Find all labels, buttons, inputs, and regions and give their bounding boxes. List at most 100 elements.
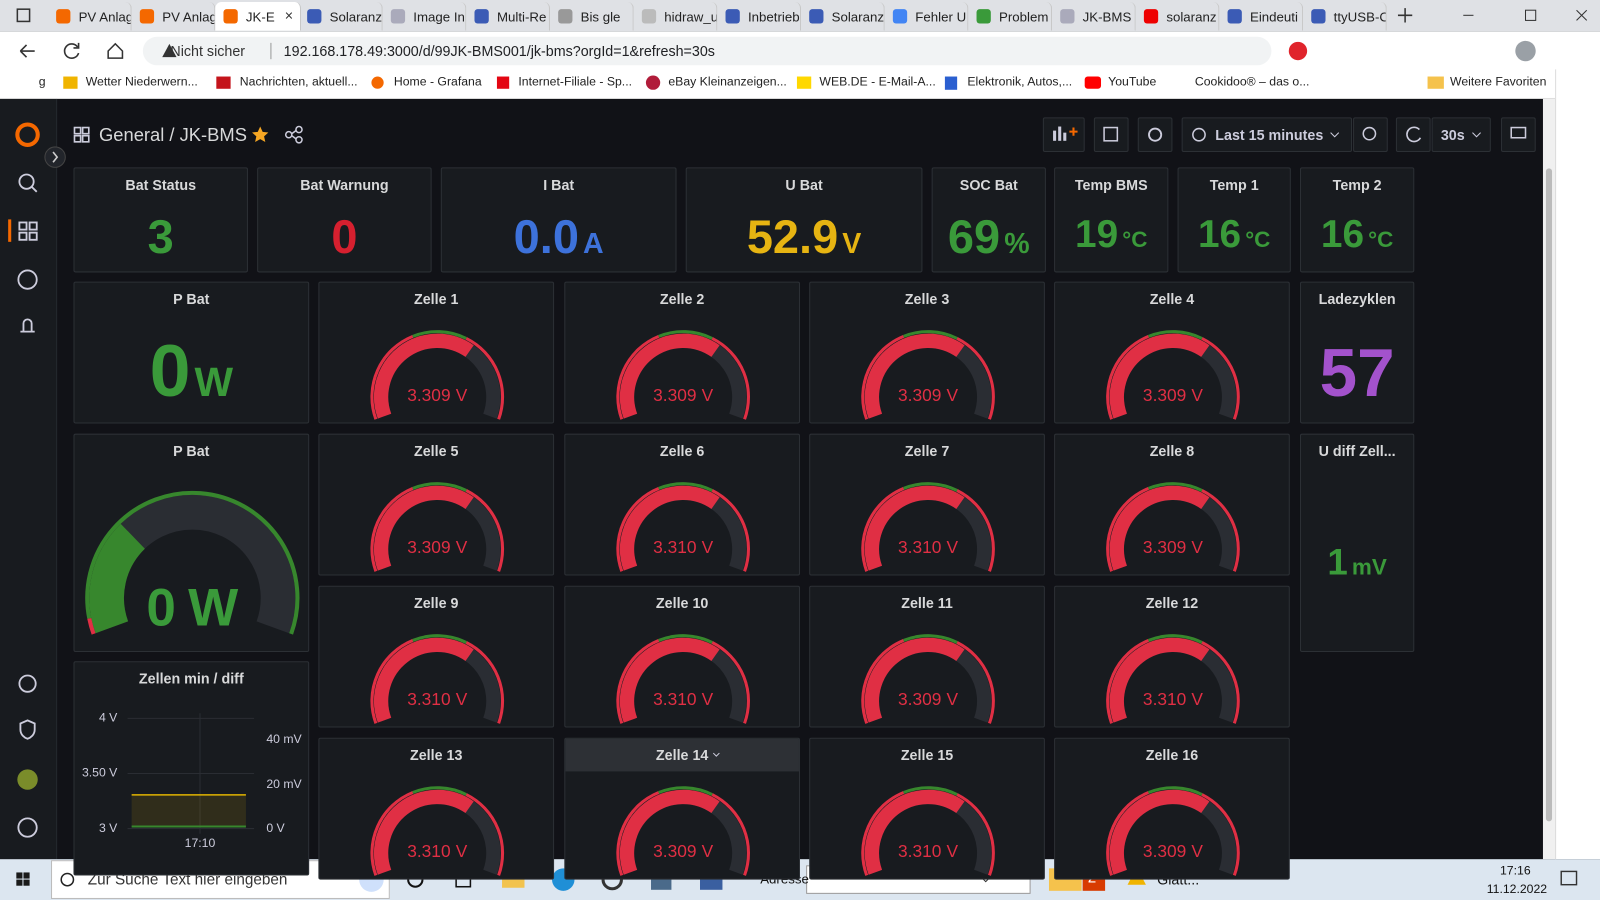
tab-close[interactable]: × [284,7,294,24]
value: 16 [1320,213,1365,257]
browser-tab[interactable]: Multi-Re [466,2,550,31]
settings-button[interactable] [1137,117,1173,153]
new-tab-icon[interactable] [1397,8,1413,23]
stat-panel: I Bat 0.0 A [440,167,677,273]
zoom-out-button[interactable] [1353,117,1388,153]
scrollbar-thumb[interactable] [1545,168,1553,822]
notifications[interactable] [1560,870,1578,886]
clock-date[interactable]: 11.12.2022 [1486,881,1548,896]
favorite[interactable]: WEB.DE - E-Mail-A... [819,74,936,89]
user-avatar[interactable] [17,769,38,790]
help-icon[interactable] [17,817,38,838]
browser-tab[interactable]: JK-E × [215,2,302,31]
browser-tab[interactable]: Eindeuti [1219,2,1304,31]
browser-tab[interactable]: ttyUSB-C [1303,2,1387,31]
favorite[interactable]: Internet-Filiale - Sp... [518,74,633,89]
unit: W [188,579,239,638]
reload-icon[interactable] [63,42,80,59]
config-icon[interactable] [18,674,37,693]
favorite[interactable]: Nachrichten, aktuell... [239,74,358,89]
favorite[interactable]: Weitere Favoriten [1449,74,1547,89]
browser-tab[interactable]: JK-BMS [1052,2,1136,31]
panel-title: Zelle 11 [901,594,953,612]
search-icon[interactable] [18,173,35,190]
dashboards-icon[interactable] [18,221,38,241]
tab-icon [56,9,71,24]
gauge-fill [864,333,965,419]
favorite[interactable]: Wetter Niederwern... [85,74,198,89]
browser-tab[interactable]: Problem [968,2,1053,31]
tab-icon [892,9,908,24]
explore-icon[interactable] [17,269,38,290]
gauge-value: 3.310 V [1143,689,1203,709]
gauge-threshold [1147,330,1203,340]
gauge-fill [864,485,965,571]
refresh-interval[interactable]: 30s [1440,126,1465,143]
refresh-button[interactable] [1395,117,1431,153]
browser-tab[interactable]: Solaranz [801,2,885,31]
gauge-fill [864,789,965,875]
browser-tab[interactable]: solaranz [1136,2,1220,31]
share-icon[interactable] [284,125,303,144]
gauge-threshold [861,487,905,572]
chevron [52,151,59,163]
header-button-icons [1053,126,1527,143]
panel-title: U Bat [785,176,823,193]
browser-tab[interactable]: hidraw_u [634,2,718,31]
home-icon[interactable] [107,42,124,59]
gauge-threshold [1106,791,1150,876]
back-icon[interactable] [19,44,35,58]
taskbar-search-text[interactable]: Zur Suche Text hier eingeben [87,871,288,889]
maximize-icon[interactable] [1524,9,1537,21]
gauge: 3.309 V [1106,330,1240,420]
clock-time[interactable]: 17:16 [1499,863,1531,878]
star-icon[interactable] [252,126,269,143]
browser-tab[interactable]: PV Anlag [132,2,216,31]
browser-tab[interactable]: Inbetrieb [717,2,802,31]
close-icon[interactable] [1576,9,1588,21]
breadcrumb-title[interactable]: / JK-BMS [169,124,247,145]
browser-tab[interactable]: Bis gle [550,2,634,31]
time-picker[interactable] [1181,117,1353,153]
fav-icon [645,75,661,90]
browser-tab[interactable]: Solaranz [299,2,383,31]
favorite[interactable]: YouTube [1108,74,1157,89]
save-button[interactable] [1093,117,1129,153]
tv-mode-button[interactable] [1501,117,1536,153]
breadcrumb-folder[interactable]: General [98,124,165,145]
grafana-logo[interactable] [15,122,40,147]
favorite[interactable]: Elektronik, Autos,... [967,74,1073,89]
url[interactable]: 192.168.178.49:3000/d/99JK-BMS001/jk-bms… [283,42,715,60]
tab-actions-icon[interactable] [16,8,31,23]
panel-title[interactable]: Zelle 14 [655,746,709,764]
gauge-value: 3.310 V [407,689,467,709]
gauge-value: 3.309 V [898,689,958,709]
time-range[interactable]: Last 15 minutes [1215,126,1324,143]
admin-icon[interactable] [19,719,36,740]
unit: V [456,385,468,405]
expand-button[interactable] [44,146,66,168]
gauge: 3.310 V [861,786,995,876]
gauge-panel: Zelle 1 3.309 V [318,281,555,424]
adblock-icon[interactable] [1288,41,1308,61]
gauge-value: 3.310 V [898,537,958,557]
gauge-value: 3.309 V [1143,537,1203,557]
favorite[interactable]: eBay Kleinanzeigen... [668,74,787,89]
browser-tab[interactable]: PV Anlag [48,2,132,31]
favorite[interactable]: Home - Grafana [393,74,482,89]
gauge-panel: Zelle 7 3.310 V [809,433,1045,576]
browser-tab[interactable]: Image In [383,2,467,31]
favorite[interactable]: Cookidoo® – das o... [1194,74,1310,89]
refresh-interval-picker[interactable] [1431,117,1491,153]
browser-tab[interactable]: Fehler U [885,2,969,31]
start-button[interactable] [16,872,30,886]
panel-title: Temp 2 [1332,176,1382,193]
address-bar[interactable] [142,36,1272,66]
alerting-icon[interactable] [20,318,35,333]
tab-icon [223,9,238,24]
favorite[interactable]: g [38,74,46,89]
profile-icon[interactable] [1515,40,1536,62]
security-label[interactable]: Nicht sicher [170,42,246,60]
